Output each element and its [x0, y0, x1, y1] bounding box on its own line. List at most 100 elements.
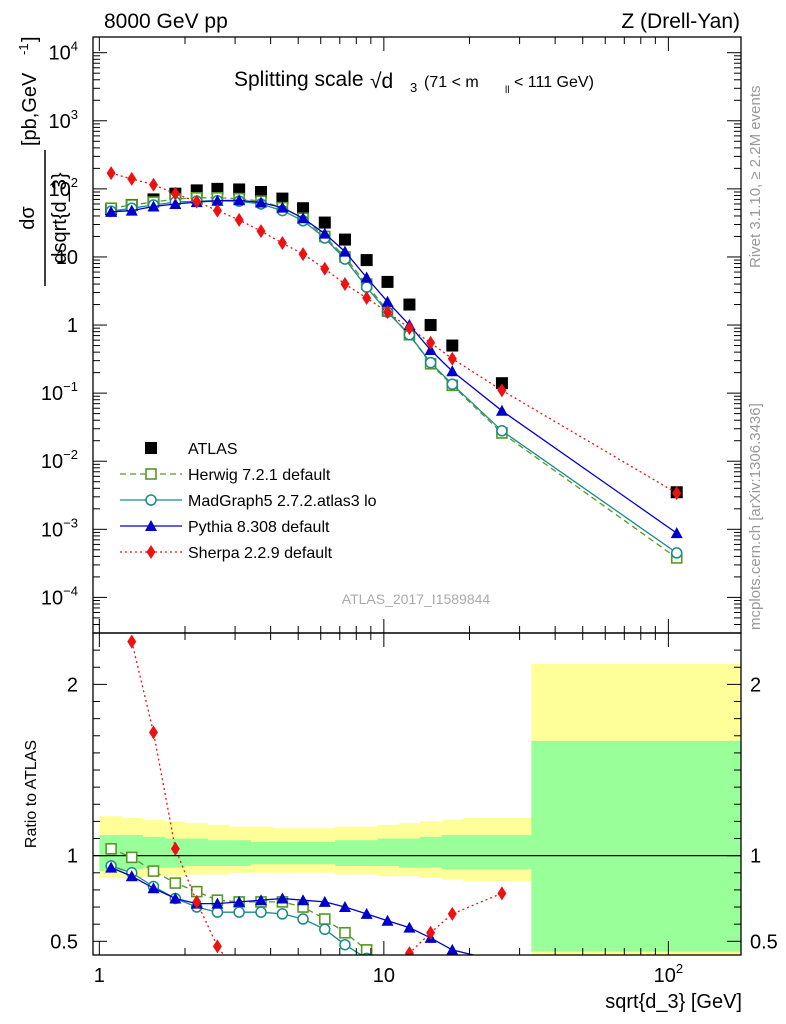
y-tick-label: 10−3	[41, 515, 78, 541]
data-point	[496, 425, 508, 437]
ratio-point	[233, 895, 246, 907]
ratio-plot-area	[93, 634, 741, 983]
uncertainty-band-inner	[228, 840, 252, 866]
ratio-y-axis-label: Ratio to ATLAS	[23, 740, 40, 848]
ratio-point	[233, 906, 245, 918]
uncertainty-band-inner	[314, 841, 336, 865]
data-point	[147, 200, 160, 212]
main-plot-area	[105, 166, 683, 564]
main-panel: 10−4 10−3 10−2 10−1 1 10 102 103 104 Splitting s…	[16, 36, 742, 634]
data-point	[318, 227, 331, 239]
data-point	[255, 185, 268, 198]
data-point	[497, 383, 507, 398]
ratio-point	[446, 943, 459, 955]
ratio-point	[255, 894, 268, 906]
plot-title-cut-end: < 111 GeV)	[514, 74, 594, 91]
x-tick-label: 1	[94, 965, 105, 987]
ratio-point	[212, 939, 222, 954]
data-point	[670, 527, 683, 539]
data-point	[318, 216, 331, 229]
uncertainty-band-inner	[142, 836, 166, 868]
data-point	[192, 194, 202, 209]
legend-marker	[145, 442, 157, 454]
ratio-y-tick-label-right: 1	[750, 846, 761, 868]
ratio-y-tick-label-left: 1	[67, 846, 78, 868]
x-tick-label: 102	[654, 961, 683, 987]
x-tick-label: 10	[373, 965, 395, 987]
data-point	[276, 201, 289, 213]
ratio-point	[338, 901, 351, 913]
data-point	[446, 365, 459, 377]
uncertainty-band-inner	[184, 838, 209, 866]
uncertainty-band-inner	[207, 840, 230, 866]
data-point	[233, 183, 246, 196]
y-tick-label: 103	[49, 107, 78, 133]
legend-marker	[146, 545, 156, 559]
ratio-point	[211, 906, 224, 918]
y-tick-label: 102	[49, 175, 78, 201]
y-label-numerator: dσ	[17, 206, 39, 230]
data-point	[340, 277, 350, 292]
data-point	[362, 290, 372, 305]
ratio-point	[255, 906, 267, 918]
ratio-point	[235, 969, 244, 983]
data-point	[670, 547, 683, 559]
mcplots-label: mcplots.cern.ch [arXiv:1306.3436]	[747, 403, 764, 630]
y-tick-label: 10−2	[41, 447, 78, 473]
ratio-point	[125, 851, 138, 864]
data-point	[298, 247, 308, 262]
uncertainty-band-inner	[335, 840, 357, 866]
ratio-plot-frame	[92, 632, 742, 956]
series-pythia-8-308-default	[105, 194, 683, 539]
legend-label: Pythia 8.308 default	[188, 519, 330, 536]
data-point	[169, 197, 182, 209]
legend-label: MadGraph5 2.7.2.atlas3 lo	[188, 493, 377, 510]
y-tick-label: 10	[56, 247, 78, 269]
ratio-point	[211, 897, 224, 909]
data-point	[404, 321, 414, 336]
ratio-point	[403, 921, 416, 933]
ratio-point	[169, 877, 182, 889]
ratio-point	[105, 861, 118, 873]
ratio-series-sherpa-2-2-9-default	[127, 634, 507, 983]
y-label-denominator: dsqrt{d_3}	[49, 172, 71, 264]
data-point	[148, 177, 158, 192]
ratio-clip-group	[93, 634, 741, 983]
ratio-point	[318, 895, 331, 907]
data-point	[105, 205, 118, 217]
ratio-point	[497, 886, 507, 901]
legend-label: Sherpa 2.2.9 default	[188, 545, 333, 562]
ratio-point	[318, 913, 331, 925]
ratio-point	[125, 870, 138, 882]
y-tick-label: 104	[49, 39, 78, 65]
uncertainty-band-inner	[531, 740, 741, 952]
main-y-axis: 10−4 10−3 10−2 10−1 1 10 102 103 104	[41, 37, 741, 634]
ratio-point	[276, 892, 289, 904]
data-point	[211, 194, 224, 206]
legend-entry-sherpa-2-2-9-default: Sherpa 2.2.9 default	[120, 545, 333, 562]
uncertainty-band-inner	[377, 838, 400, 866]
plot-title-symbol-sub: 3	[410, 80, 417, 95]
data-point	[277, 236, 287, 251]
legend-entry-madgraph5-2-7-2-atlas3-lo: MadGraph5 2.7.2.atlas3 lo	[120, 493, 377, 510]
ratio-point	[447, 906, 457, 921]
data-point	[255, 196, 268, 208]
ratio-point	[147, 865, 160, 877]
data-point	[495, 377, 508, 390]
data-point	[211, 182, 224, 195]
plot-title-symbol: √d	[370, 70, 393, 93]
x-axis: 1 10 102	[94, 633, 683, 987]
data-point	[256, 224, 266, 239]
ratio-point	[319, 923, 331, 936]
legend-label: ATLAS	[188, 441, 238, 458]
uncertainty-band-inner	[250, 841, 273, 865]
legend: ATLAS Herwig 7.2.1 default MadGraph5 2.7.2…	[120, 441, 377, 562]
ratio-y-tick-label-left: 2	[67, 674, 78, 696]
rivet-version-label: Rivet 3.1.10, ≥ 2.2M events	[747, 86, 764, 269]
ratio-point	[339, 938, 351, 951]
data-point	[338, 233, 351, 246]
data-point	[424, 319, 437, 332]
uncertainty-band-inner	[463, 835, 532, 870]
ratio-point	[276, 908, 289, 920]
